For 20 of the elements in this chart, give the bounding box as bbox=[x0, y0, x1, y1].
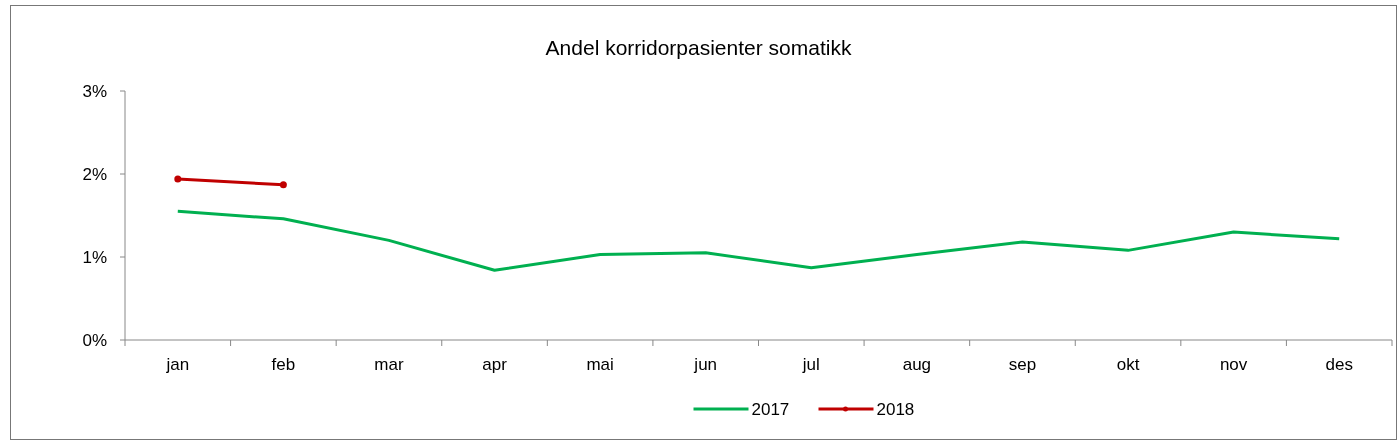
x-tick-label: sep bbox=[1008, 355, 1037, 374]
y-tick-label: 1% bbox=[82, 248, 107, 267]
x-tick-label: apr bbox=[482, 355, 508, 374]
y-tick-label: 3% bbox=[82, 82, 107, 101]
chart-title: Andel korridorpasienter somatikk bbox=[545, 36, 852, 59]
x-tick-label: okt bbox=[1116, 355, 1140, 374]
x-tick-label: feb bbox=[271, 355, 296, 374]
x-tick-label: jul bbox=[801, 355, 820, 374]
x-tick-label: des bbox=[1325, 355, 1353, 374]
x-tick-label: jan bbox=[165, 355, 190, 374]
line-series bbox=[176, 209, 1341, 272]
x-tick-label: aug bbox=[902, 355, 932, 374]
y-tick-label: 0% bbox=[82, 331, 107, 350]
y-tick-label: 2% bbox=[82, 165, 107, 184]
x-tick-label: nov bbox=[1219, 355, 1248, 374]
legend-label: 2018 bbox=[876, 400, 915, 419]
legend-label: 2017 bbox=[751, 400, 790, 419]
x-tick-label: jun bbox=[693, 355, 718, 374]
x-tick-label: mai bbox=[586, 355, 614, 374]
x-tick-label: mar bbox=[374, 355, 404, 374]
